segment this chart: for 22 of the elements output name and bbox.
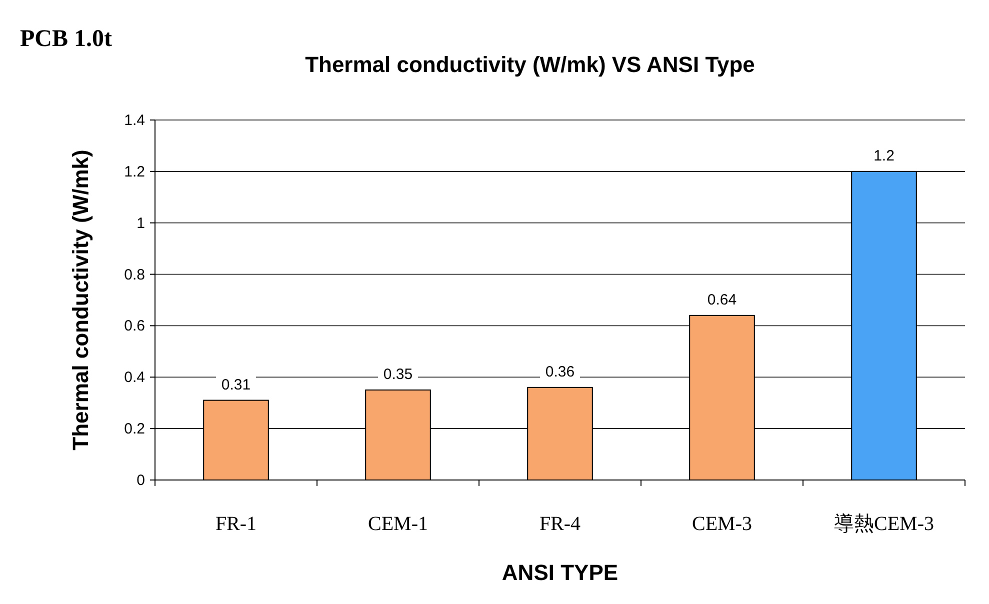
data-label: 0.31 bbox=[221, 376, 251, 394]
y-axis-title: Thermal conductivity (W/mk) bbox=[68, 150, 93, 450]
text: PCB 1.0t bbox=[20, 26, 112, 52]
data-label: 1.2 bbox=[874, 147, 894, 164]
x-axis-title: ANSI TYPE bbox=[502, 560, 618, 585]
data-label: 0.35 bbox=[383, 366, 413, 383]
y-tick-label: 0.8 bbox=[124, 266, 145, 284]
chart-title: Thermal conductivity (W/mk) VS ANSI Type bbox=[305, 52, 755, 77]
y-tick-label: 0.2 bbox=[124, 420, 145, 438]
y-tick-label: 1.2 bbox=[124, 163, 145, 180]
x-tick-label: 導熱CEM-3 bbox=[834, 513, 934, 535]
data-label: 0.36 bbox=[545, 363, 575, 380]
x-tick-label: CEM-3 bbox=[692, 513, 752, 535]
x-tick-label: FR-4 bbox=[539, 513, 581, 535]
y-tick-label: 0.6 bbox=[124, 318, 145, 335]
x-tick-label: CEM-1 bbox=[368, 513, 428, 535]
y-tick-label: 0 bbox=[136, 472, 145, 489]
y-tick-label: 1.4 bbox=[124, 112, 145, 129]
x-tick-label: FR-1 bbox=[215, 513, 257, 535]
data-label: 0.64 bbox=[707, 291, 737, 308]
y-tick-label: 1 bbox=[136, 214, 145, 232]
y-tick-label: 0.4 bbox=[124, 369, 145, 386]
